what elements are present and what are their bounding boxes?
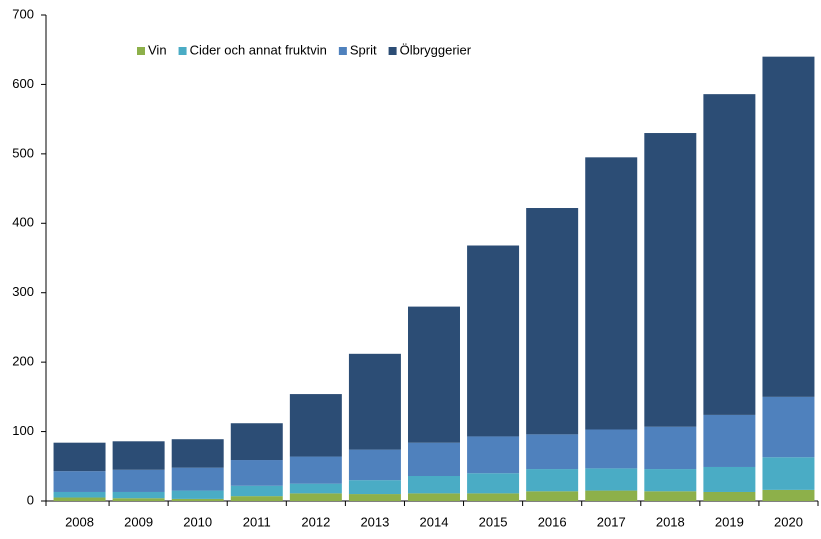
bar-segment bbox=[53, 497, 106, 501]
x-tick-label: 2011 bbox=[243, 514, 271, 529]
legend-swatch bbox=[178, 47, 187, 55]
bar-segment bbox=[585, 490, 638, 501]
x-tick-label: 2016 bbox=[538, 514, 567, 529]
x-tick-label: 2008 bbox=[65, 514, 94, 529]
bar-segment bbox=[467, 436, 520, 474]
bar-segment bbox=[230, 485, 283, 497]
bar-segment bbox=[762, 396, 815, 458]
y-tick-label: 200 bbox=[12, 354, 34, 369]
x-tick-label: 2013 bbox=[360, 514, 389, 529]
x-tick-label: 2015 bbox=[479, 514, 508, 529]
bar-segment bbox=[467, 245, 520, 437]
y-tick-label: 500 bbox=[12, 145, 34, 160]
bar-segment bbox=[289, 456, 342, 484]
bar-segment bbox=[526, 434, 579, 470]
bar-segment bbox=[526, 469, 579, 492]
bar-segment bbox=[526, 208, 579, 435]
bar-segment bbox=[408, 442, 460, 477]
bar-segment bbox=[289, 394, 342, 457]
bar-segment bbox=[53, 491, 106, 498]
y-tick-label: 300 bbox=[12, 284, 34, 299]
x-tick-label: 2010 bbox=[183, 514, 212, 529]
legend-label: Ölbryggerier bbox=[400, 42, 472, 57]
bar-segment bbox=[408, 306, 460, 443]
bar-segment bbox=[230, 460, 283, 486]
bar-segment bbox=[644, 426, 697, 470]
bar-segment bbox=[230, 423, 283, 461]
x-tick-label: 2018 bbox=[656, 514, 685, 529]
legend-swatch bbox=[137, 47, 145, 55]
bar-segment bbox=[408, 476, 460, 494]
bar-segment bbox=[171, 498, 224, 501]
bar-segment bbox=[112, 491, 165, 499]
bar-segment bbox=[703, 94, 756, 415]
bar-segment bbox=[762, 489, 815, 501]
bar-segment bbox=[171, 490, 224, 499]
x-tick-label: 2009 bbox=[124, 514, 153, 529]
y-tick-label: 0 bbox=[27, 492, 34, 507]
bar-segment bbox=[53, 442, 106, 472]
bar-segment bbox=[703, 491, 756, 501]
y-tick-label: 400 bbox=[12, 215, 34, 230]
legend-swatch bbox=[388, 47, 397, 55]
x-tick-label: 2014 bbox=[420, 514, 449, 529]
y-tick-label: 600 bbox=[12, 76, 34, 91]
legend-label: Sprit bbox=[350, 42, 377, 57]
bar-segment bbox=[112, 469, 165, 492]
bar-segment bbox=[644, 469, 697, 492]
bar-segment bbox=[644, 133, 697, 427]
x-tick-label: 2017 bbox=[597, 514, 626, 529]
bar-segment bbox=[408, 493, 460, 501]
bar-segment bbox=[348, 480, 401, 495]
legend-swatch bbox=[338, 47, 347, 55]
bar-segment bbox=[585, 468, 638, 491]
bar-segment bbox=[526, 491, 579, 501]
bar-segment bbox=[53, 471, 106, 492]
bar-segment bbox=[289, 483, 342, 494]
x-tick-label: 2020 bbox=[774, 514, 803, 529]
bar-segment bbox=[703, 414, 756, 467]
legend-label: Vin bbox=[148, 42, 167, 57]
bar-segment bbox=[762, 56, 815, 397]
bar-segment bbox=[348, 449, 401, 481]
bar-segment bbox=[467, 473, 520, 494]
legend-label: Cider och annat fruktvin bbox=[190, 42, 327, 57]
bar-segment bbox=[762, 457, 815, 490]
x-tick-label: 2012 bbox=[301, 514, 330, 529]
bar-segment bbox=[171, 439, 224, 468]
y-tick-label: 700 bbox=[12, 6, 34, 21]
bar-segment bbox=[644, 491, 697, 501]
bar-segment bbox=[703, 466, 756, 492]
bar-segment bbox=[112, 441, 165, 470]
bar-segment bbox=[348, 494, 401, 501]
bar-segment bbox=[585, 157, 638, 430]
bar-segment bbox=[348, 353, 401, 450]
bar-segment bbox=[467, 493, 520, 501]
bar-segment bbox=[585, 429, 638, 469]
x-tick-label: 2019 bbox=[715, 514, 744, 529]
bar-segment bbox=[171, 467, 224, 491]
bar-segment bbox=[230, 496, 283, 501]
bar-segment bbox=[289, 493, 342, 501]
y-tick-label: 100 bbox=[12, 423, 34, 438]
bar-segment bbox=[112, 498, 165, 501]
